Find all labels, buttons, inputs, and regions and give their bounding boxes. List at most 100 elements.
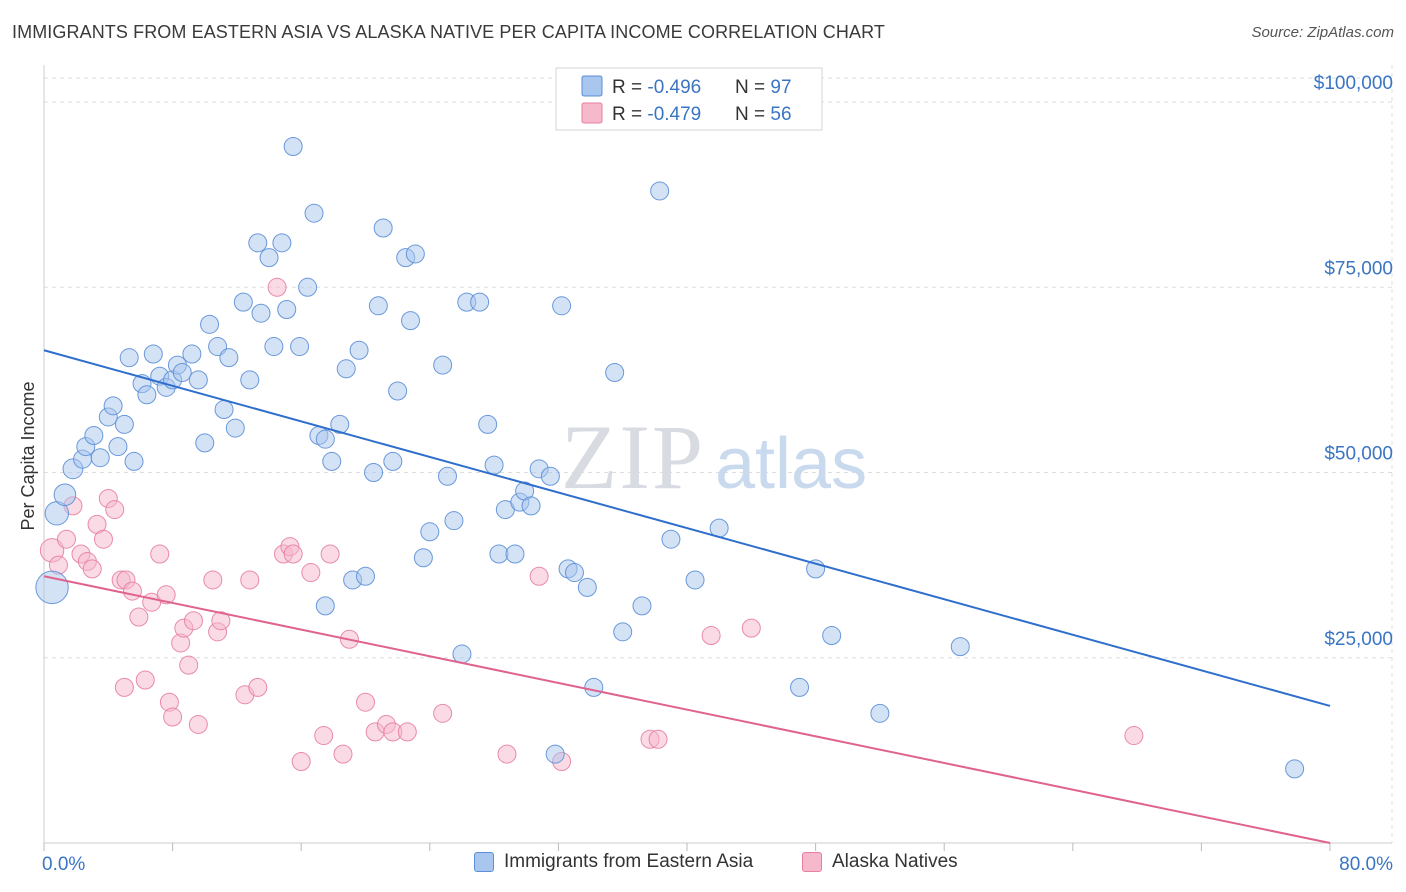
legend-label-eastern-asia: Immigrants from Eastern Asia [504, 851, 754, 872]
alaska-natives-point-48 [433, 703, 453, 723]
eastern-asia-point-33 [251, 303, 271, 323]
alaska-natives-point-2 [57, 529, 77, 549]
eastern-asia-point-94 [315, 596, 335, 616]
svg-text:N = 56: N = 56 [735, 104, 792, 125]
legend-item-eastern-asia[interactable]: Immigrants from Eastern Asia [474, 851, 753, 873]
legend-n-value-pink: 56 [770, 104, 791, 125]
eastern-asia-point-30 [233, 292, 253, 312]
eastern-asia-point-50 [364, 463, 384, 483]
eastern-asia-point-91 [870, 703, 890, 723]
eastern-asia-point-32 [248, 233, 268, 253]
alaska-natives-point-50 [529, 566, 549, 586]
legend-swatch-alaska-natives [802, 852, 822, 872]
eastern-asia-point-82 [613, 622, 633, 642]
eastern-asia-point-45 [330, 414, 350, 434]
eastern-asia-point-61 [437, 466, 457, 486]
eastern-asia-point-40 [298, 277, 318, 297]
watermark: ZIP atlas [561, 406, 867, 508]
eastern-asia-point-68 [489, 544, 509, 564]
alaska-natives-point-37 [291, 751, 311, 771]
eastern-asia-point-86 [685, 570, 705, 590]
eastern-asia-point-95 [1285, 759, 1305, 779]
alaska-natives-point-49 [497, 744, 517, 764]
eastern-asia-point-35 [264, 337, 284, 357]
eastern-asia-point-41 [304, 203, 324, 223]
alaska-natives-point-19 [156, 585, 176, 605]
watermark-zip: ZIP [561, 406, 705, 508]
legend-item-alaska-natives[interactable]: Alaska Natives [802, 851, 958, 873]
alaska-natives-point-47 [397, 722, 417, 742]
watermark-atlas: atlas [715, 424, 867, 504]
legend-r-label-blue: R = [612, 77, 647, 98]
eastern-asia-point-79 [577, 577, 597, 597]
legend-r-value-blue: -0.496 [647, 77, 701, 98]
eastern-asia-point-58 [413, 548, 433, 568]
legend-r-value-pink: -0.479 [647, 104, 701, 125]
alaska-natives-point-31 [240, 570, 260, 590]
legend-label-alaska-natives: Alaska Natives [832, 851, 958, 872]
legend-n-value-blue: 97 [770, 77, 791, 98]
eastern-asia-trend-line [43, 349, 1331, 707]
alaska-natives-point-18 [150, 544, 170, 564]
alaska-natives-point-26 [188, 714, 208, 734]
alaska-natives-point-53 [648, 729, 668, 749]
legend-n-label-pink: N = [735, 104, 770, 125]
eastern-asia-point-51 [368, 296, 388, 316]
eastern-asia-point-2 [53, 483, 77, 507]
eastern-asia-point-27 [214, 400, 234, 420]
svg-text:N = 97: N = 97 [735, 77, 792, 98]
eastern-asia-point-60 [433, 355, 453, 375]
alaska-natives-point-33 [267, 277, 287, 297]
alaska-natives-point-10 [105, 500, 125, 520]
legend-top: R = -0.496 N = 97 R = -0.479 N = 56 [555, 67, 823, 131]
alaska-natives-point-29 [211, 611, 231, 631]
x-tick-label-min: 0.0% [42, 854, 85, 875]
alaska-natives-point-6 [82, 559, 102, 579]
alaska-natives-point-55 [741, 618, 761, 638]
alaska-natives-point-8 [93, 529, 113, 549]
alaska-natives-point-13 [122, 581, 142, 601]
trend-lines [43, 349, 1331, 844]
alaska-natives-point-24 [179, 655, 199, 675]
alaska-natives-point-40 [320, 544, 340, 564]
alaska-natives-trend-line [43, 575, 1331, 844]
eastern-asia-point-37 [277, 300, 297, 320]
eastern-asia-point-73 [521, 496, 541, 516]
eastern-asia-point-15 [137, 385, 157, 405]
eastern-asia-point-10 [108, 437, 128, 457]
y-tick-label-1: $50,000 [1324, 444, 1393, 465]
eastern-asia-point-78 [564, 563, 584, 583]
eastern-asia-point-59 [420, 522, 440, 542]
eastern-asia-point-76 [552, 296, 572, 316]
eastern-asia-point-52 [373, 218, 393, 238]
eastern-asia-point-90 [822, 626, 842, 646]
eastern-asia-point-70 [505, 544, 525, 564]
legend-r-label-pink: R = [612, 104, 647, 125]
alaska-natives-point-32 [248, 677, 268, 697]
source-label: Source: ZipAtlas.com [1251, 24, 1394, 41]
eastern-asia-point-54 [388, 381, 408, 401]
x-tick-label-max: 80.0% [1339, 854, 1393, 875]
y-tick-label-3: $100,000 [1314, 73, 1393, 94]
eastern-asia-point-16 [143, 344, 163, 364]
eastern-asia-point-9 [103, 396, 123, 416]
alaska-natives-point-14 [114, 677, 134, 697]
eastern-asia-point-13 [119, 348, 139, 368]
axes [43, 65, 1392, 851]
eastern-asia-point-6 [84, 425, 104, 445]
eastern-asia-point-38 [283, 137, 303, 157]
eastern-asia-point-46 [336, 359, 356, 379]
alaska-natives-point-56 [1124, 726, 1144, 746]
eastern-asia-point-92 [950, 637, 970, 657]
eastern-asia-point-11 [114, 414, 134, 434]
alaska-natives-point-16 [135, 670, 155, 690]
alaska-natives-point-41 [333, 744, 353, 764]
y-tick-labels: $25,000 $50,000 $75,000 $100,000 [1314, 73, 1393, 650]
eastern-asia-point-36 [272, 233, 292, 253]
eastern-asia-point-29 [225, 418, 245, 438]
eastern-asia-point-93 [545, 744, 565, 764]
eastern-asia-point-80 [584, 677, 604, 697]
eastern-asia-point-56 [401, 311, 421, 331]
eastern-asia-point-66 [478, 414, 498, 434]
